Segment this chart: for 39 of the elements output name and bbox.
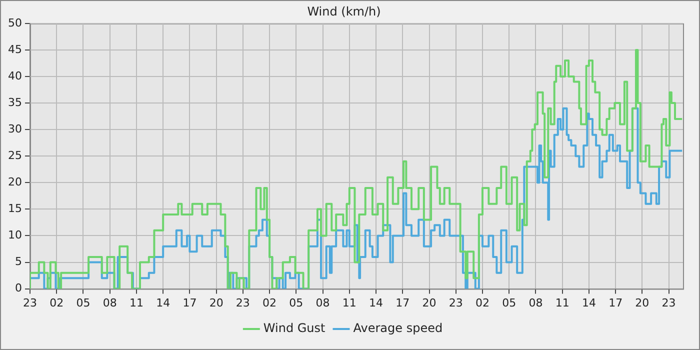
y-tick-label: 40 [8,69,22,82]
legend-label: Average speed [353,321,443,336]
x-tick-label: 23 [22,296,37,310]
y-tick-label: 35 [8,96,22,109]
x-tick-label: 14 [156,296,170,310]
x-tick-label: 20 [422,296,436,310]
y-tick-label: 45 [8,42,22,56]
y-tick-label: 15 [8,202,22,216]
x-tick-label: 02 [50,296,64,310]
x-tick-label: 14 [369,296,384,310]
x-tick-label: 11 [342,296,356,310]
x-tick-label: 20 [209,296,224,310]
x-tick-label: 05 [289,296,304,310]
y-tick-label: 0 [14,282,22,295]
x-tick-label: 02 [475,296,490,310]
x-tick-label: 17 [608,296,623,310]
legend-label: Wind Gust [263,321,326,336]
x-tick-label: 23 [236,296,250,310]
x-tick-label: 08 [528,296,543,310]
x-tick-label: 23 [662,296,676,310]
x-tick-label: 05 [502,296,516,310]
x-tick-label: 11 [129,296,144,310]
x-tick-label: 20 [635,296,650,310]
x-tick-label: 08 [102,296,117,310]
x-tick-label: 11 [555,296,570,310]
y-tick-label: 10 [8,228,22,242]
x-tick-label: 17 [182,296,197,310]
y-tick-label: 20 [8,176,22,188]
y-tick-label: 50 [8,16,22,30]
x-tick-label: 08 [316,296,330,310]
x-tick-label: 23 [448,296,463,310]
x-tick-label: 02 [262,296,277,310]
x-tick-label: 14 [582,296,596,310]
chart-title: Wind (km/h) [307,4,381,18]
y-tick-label: 30 [8,122,22,136]
y-tick-label: 5 [14,255,22,268]
x-tick-label: 05 [76,296,90,310]
x-tick-label: 17 [396,296,410,310]
y-tick-label: 25 [8,148,22,162]
